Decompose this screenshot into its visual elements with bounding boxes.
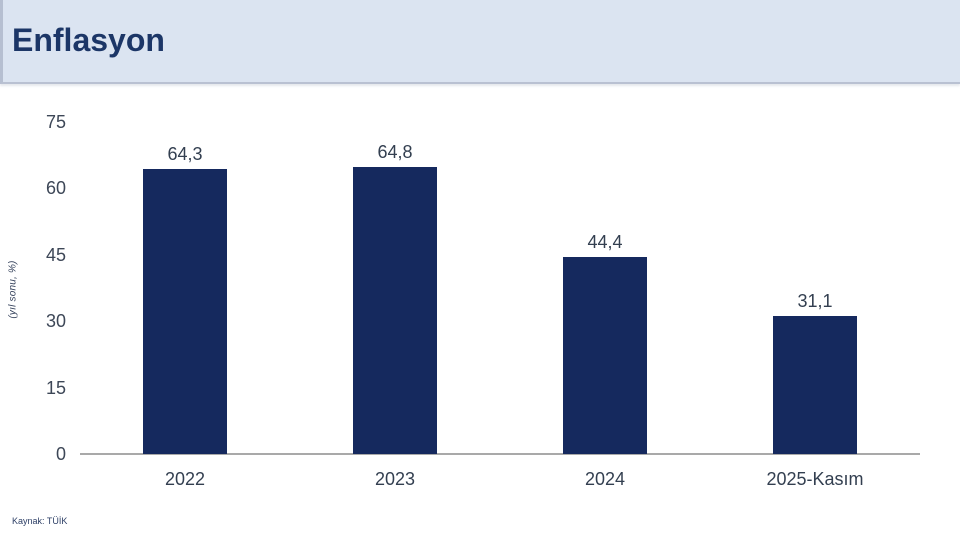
bar-2025-Kasım bbox=[773, 316, 857, 454]
y-tick-label: 0 bbox=[55, 444, 66, 464]
x-tick-label-2022: 2022 bbox=[164, 469, 206, 489]
y-tick-label: 30 bbox=[45, 311, 66, 332]
bar-2023 bbox=[353, 167, 437, 454]
bar-value-label: 44,4 bbox=[587, 232, 623, 253]
slide-header: Enflasyon bbox=[0, 0, 960, 84]
y-tick-label: 45 bbox=[45, 244, 66, 265]
x-tick-label-2024: 2024 bbox=[584, 469, 626, 489]
x-axis-line bbox=[80, 453, 920, 455]
bar-2024 bbox=[563, 257, 647, 454]
plot-area: 64,3 64,8 44,4 31,1 bbox=[80, 122, 920, 454]
bar-2022 bbox=[143, 169, 227, 454]
x-tick-label-2023: 2023 bbox=[374, 469, 416, 489]
bar-value-label: 64,8 bbox=[377, 142, 413, 163]
x-tick-label-2025-Kasım: 2025-Kasım bbox=[766, 469, 864, 489]
y-tick-label: 15 bbox=[45, 377, 66, 398]
bar-value-label: 31,1 bbox=[797, 291, 833, 312]
page-title: Enflasyon bbox=[12, 22, 165, 58]
y-tick-label: 75 bbox=[45, 112, 66, 132]
source-note: Kaynak: TÜİK bbox=[12, 516, 68, 526]
bar-value-label: 64,3 bbox=[167, 144, 203, 165]
y-tick-label: 60 bbox=[45, 178, 66, 199]
inflation-bar-chart: (yıl sonu, %) 0 15 30 45 60 75 64,3 64,8 44,4 31… bbox=[0, 84, 960, 540]
